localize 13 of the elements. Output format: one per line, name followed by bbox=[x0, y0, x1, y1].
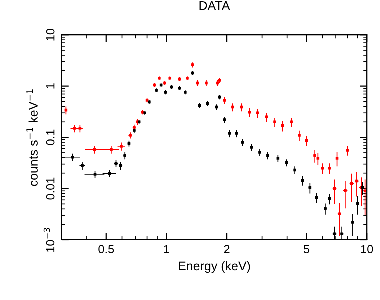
y-tick-label: 10 bbox=[46, 28, 55, 41]
x-tick-label: 1 bbox=[164, 245, 170, 254]
y-tick-label: 1 bbox=[46, 84, 55, 89]
y-tick-label: 0.1 bbox=[46, 130, 55, 146]
x-axis-title: Energy (keV) bbox=[179, 261, 250, 274]
chart-title: DATA bbox=[200, 2, 230, 10]
x-tick-label: 10 bbox=[361, 245, 374, 254]
x-tick-label: 5 bbox=[304, 245, 310, 254]
y-axis-title: counts s$^{−1}$ keV$^{−1}$ bbox=[26, 90, 38, 186]
y-tick-label: 0.01 bbox=[46, 178, 55, 200]
y-tick-label: 10$^{−3}$ bbox=[44, 228, 55, 252]
x-tick-label: 2 bbox=[224, 245, 230, 254]
x-tick-label: 0.5 bbox=[98, 245, 114, 254]
